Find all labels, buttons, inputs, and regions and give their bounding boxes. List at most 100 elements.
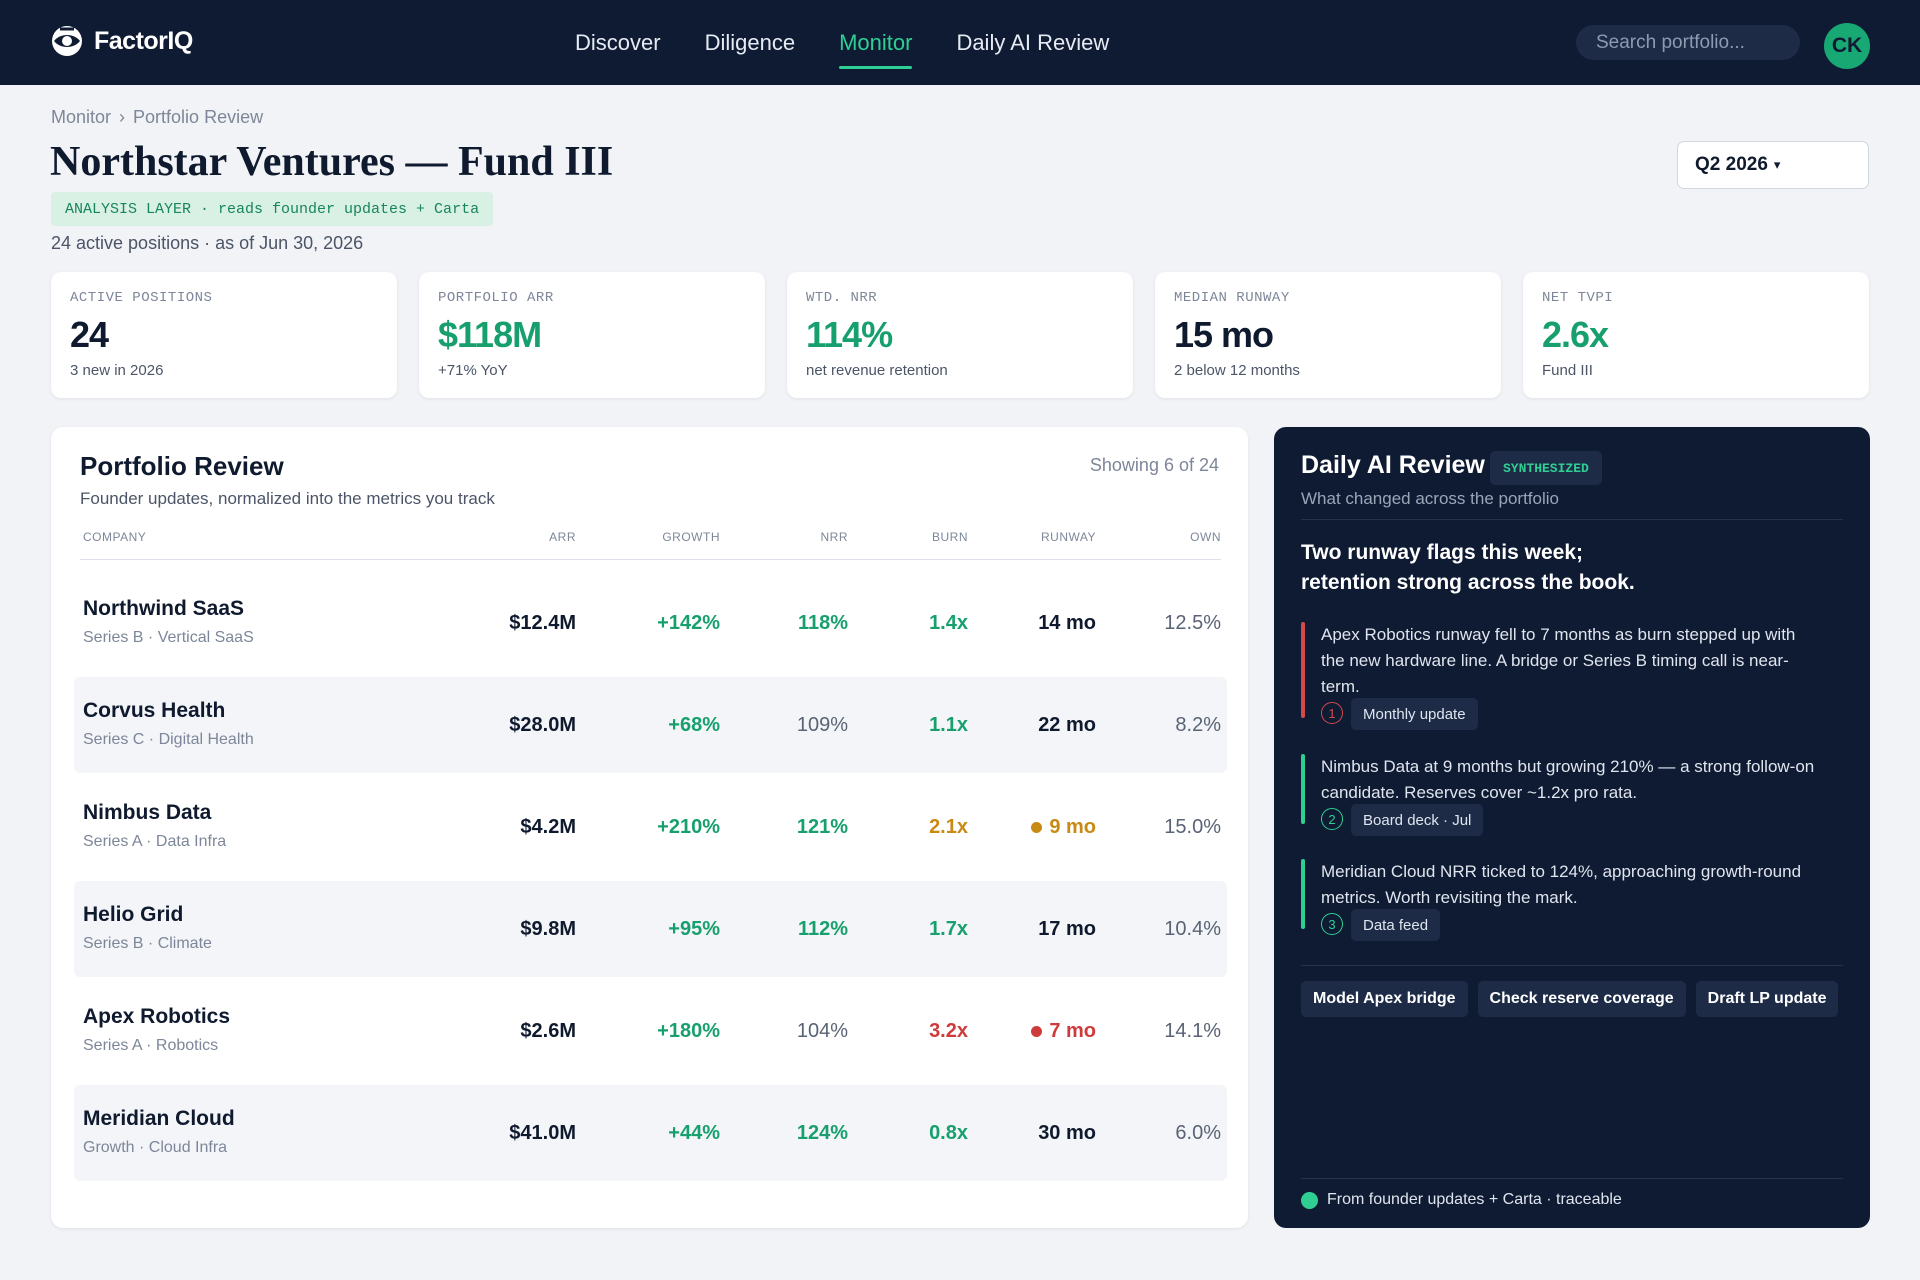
finding-source-chip[interactable]: Data feed xyxy=(1351,909,1441,941)
company-name: Nimbus Data xyxy=(83,801,212,824)
main-nav: Discover Diligence Monitor Daily AI Review xyxy=(575,0,1109,85)
runway-cell-value: 22 mo xyxy=(1038,713,1096,736)
model-apex-bridge-button[interactable]: Model Apex bridge xyxy=(1301,981,1468,1017)
source-note: From founder updates + Carta · traceable xyxy=(1327,1191,1622,1208)
nrr-cell-value: 124% xyxy=(796,1121,848,1144)
ownership-cell-value: 14.1% xyxy=(1164,1019,1221,1042)
growth-cell-value: +180% xyxy=(657,1019,720,1042)
growth-cell: +180% xyxy=(657,983,720,1079)
nrr-cell-value: 118% xyxy=(797,611,848,634)
table-row[interactable]: Apex Robotics Series A · Robotics $2.6M +18… xyxy=(74,983,1227,1079)
nav-monitor[interactable]: Monitor xyxy=(839,0,913,85)
nav-discover[interactable]: Discover xyxy=(575,29,661,55)
table-header: COMPANY ARR GROWTH NRR BURN RUNWAY OWN xyxy=(80,530,1221,560)
company-name: Apex Robotics xyxy=(83,1005,231,1028)
arr-cell: $4.2M xyxy=(520,779,576,875)
column-header-runway[interactable]: RUNWAY xyxy=(1041,530,1096,544)
breadcrumb: Monitor › Portfolio Review xyxy=(51,107,263,128)
user-avatar[interactable]: CK xyxy=(1824,23,1870,69)
arr-cell: $2.6M xyxy=(520,983,576,1079)
nrr-cell: 112% xyxy=(798,881,848,977)
ownership-cell: 6.0% xyxy=(1175,1085,1221,1181)
brand[interactable]: FactorIQ xyxy=(50,24,193,58)
table-row[interactable]: Northwind SaaS Series B · Vertical SaaS $1… xyxy=(74,575,1227,671)
growth-cell: +142% xyxy=(657,575,720,671)
finding-severity-bar xyxy=(1301,622,1305,718)
kpi-value: 114% xyxy=(806,314,893,355)
kpi-subtext: 3 new in 2026 xyxy=(70,362,164,379)
nrr-cell: 109% xyxy=(797,677,848,773)
finding-source-chip[interactable]: Monthly update xyxy=(1351,698,1478,730)
nav-daily-ai-review[interactable]: Daily AI Review xyxy=(956,29,1110,55)
kpi-label: PORTFOLIO ARR xyxy=(438,290,554,306)
kpi-label: ACTIVE POSITIONS xyxy=(70,290,213,306)
factoriq-logo-icon xyxy=(52,26,82,56)
finding-number-icon: 3 xyxy=(1321,913,1343,935)
growth-cell: +95% xyxy=(668,881,720,977)
table-row[interactable]: Helio Grid Series B · Climate $9.8M +95% 112… xyxy=(74,881,1227,977)
burn-cell-value: 0.8x xyxy=(929,1121,968,1144)
nav-diligence[interactable]: Diligence xyxy=(704,29,796,55)
arr-cell-value: $2.6M xyxy=(520,1019,576,1042)
page-title: Northstar Ventures — Fund III xyxy=(50,139,614,185)
nrr-cell: 124% xyxy=(797,1085,848,1181)
company-meta: Series B · Vertical SaaS xyxy=(83,629,254,646)
arr-cell-value: $9.8M xyxy=(520,917,576,940)
table-row[interactable]: Meridian Cloud Growth · Cloud Infra $41.0M… xyxy=(74,1085,1227,1181)
ai-headline-line: Two runway flags this week; xyxy=(1301,541,1584,564)
runway-cell-value: 7 mo xyxy=(1049,1019,1096,1042)
growth-cell: +44% xyxy=(668,1085,720,1181)
kpi-label: NET TVPI xyxy=(1542,290,1614,306)
status-dot-icon xyxy=(1031,1025,1043,1037)
arr-cell: $28.0M xyxy=(509,677,576,773)
divider xyxy=(1301,1178,1843,1179)
runway-cell: 22 mo xyxy=(1038,677,1096,773)
page-subtitle: 24 active positions · as of Jun 30, 2026 xyxy=(51,233,364,253)
ownership-cell: 10.4% xyxy=(1164,881,1221,977)
brand-name: FactorIQ xyxy=(94,26,193,55)
table-row[interactable]: Corvus Health Series C · Digital Health $2… xyxy=(74,677,1227,773)
burn-cell-value: 1.7x xyxy=(929,917,968,940)
column-header-growth[interactable]: GROWTH xyxy=(662,530,720,544)
finding-item: Meridian Cloud NRR ticked to 124%, appro… xyxy=(1301,859,1841,941)
growth-cell-value: +44% xyxy=(668,1121,720,1144)
kpi-value: $118M xyxy=(438,314,542,355)
column-header-arr[interactable]: ARR xyxy=(549,530,576,544)
panel-subtitle: Founder updates, normalized into the met… xyxy=(80,489,495,508)
check-reserve-coverage-button[interactable]: Check reserve coverage xyxy=(1477,981,1686,1017)
nrr-cell-value: 104% xyxy=(796,1019,848,1042)
ownership-cell-value: 12.5% xyxy=(1164,611,1221,634)
search-box[interactable] xyxy=(1576,25,1800,60)
column-header-nrr[interactable]: NRR xyxy=(820,530,848,544)
company-meta: Series A · Robotics xyxy=(83,1037,219,1054)
column-header-burn[interactable]: BURN xyxy=(931,530,968,544)
runway-cell: 17 mo xyxy=(1038,881,1096,977)
kpi-value: 2.6x xyxy=(1542,314,1609,355)
finding-source-chip[interactable]: Board deck · Jul xyxy=(1351,804,1484,836)
nrr-cell: 121% xyxy=(797,779,848,875)
ai-panel-subtitle: What changed across the portfolio xyxy=(1301,489,1559,508)
table-row[interactable]: Nimbus Data Series A · Data Infra $4.2M +21… xyxy=(74,779,1227,875)
draft-lp-update-button[interactable]: Draft LP update xyxy=(1695,981,1839,1017)
analysis-layer-tag: ANALYSIS LAYER · reads founder updates +… xyxy=(51,192,494,226)
period-value: Q2 2026 xyxy=(1695,154,1768,175)
finding-text: Meridian Cloud NRR ticked to 124%, appro… xyxy=(1321,862,1802,907)
breadcrumb-portfolio-review[interactable]: Portfolio Review xyxy=(133,107,264,127)
divider xyxy=(1301,519,1843,520)
nrr-cell-value: 121% xyxy=(796,815,848,838)
period-select[interactable]: Q2 2026 ▾ xyxy=(1677,141,1869,189)
burn-cell-value: 3.2x xyxy=(929,1019,968,1042)
status-dot-icon xyxy=(1031,821,1043,833)
finding-severity-bar xyxy=(1301,754,1305,824)
runway-cell-value: 9 mo xyxy=(1049,815,1096,838)
growth-cell-value: +68% xyxy=(668,713,720,736)
column-header-own[interactable]: OWN xyxy=(1190,530,1221,544)
ownership-cell: 14.1% xyxy=(1164,983,1221,1079)
column-header-company[interactable]: COMPANY xyxy=(83,530,147,544)
company-meta: Series A · Data Infra xyxy=(83,833,227,850)
ai-headline-line: retention strong across the book. xyxy=(1301,571,1635,594)
arr-cell: $12.4M xyxy=(509,575,576,671)
burn-cell-value: 2.1x xyxy=(929,815,968,838)
breadcrumb-monitor[interactable]: Monitor xyxy=(51,107,112,127)
search-input[interactable] xyxy=(1596,31,1786,54)
